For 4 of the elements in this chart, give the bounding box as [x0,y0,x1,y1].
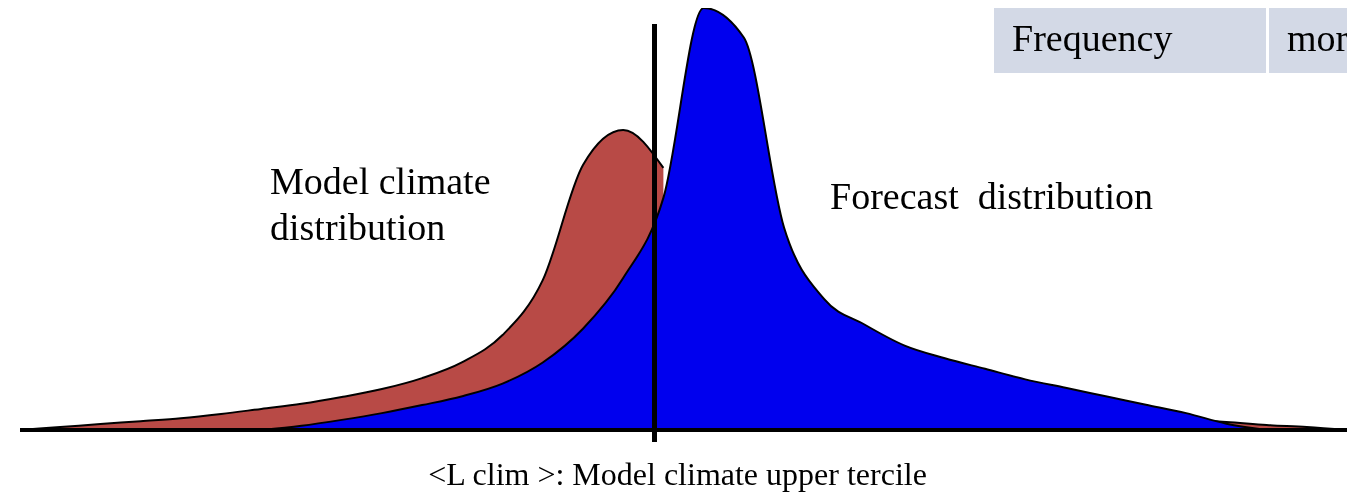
series-label: Forecast distribution [830,174,1154,219]
series-label: Model climate distribution [270,159,492,250]
x-axis-title: <L clim >: Model climate upper tercile [427,456,928,493]
annotation: Frequency [994,8,1266,73]
